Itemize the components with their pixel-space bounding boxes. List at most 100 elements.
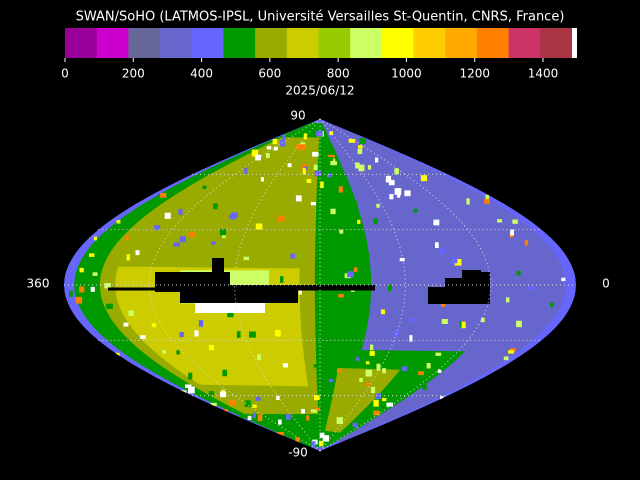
speckle: [164, 212, 171, 219]
speckle: [266, 146, 272, 150]
speckle: [315, 407, 321, 411]
colorbar-tick-label: 800: [327, 67, 350, 81]
speckle: [304, 166, 308, 170]
colorbar-segment: [318, 28, 351, 58]
speckle: [244, 400, 251, 408]
speckle: [310, 409, 317, 413]
colorbar-segment: [286, 28, 319, 58]
speckle: [306, 415, 310, 421]
speckle: [276, 395, 280, 401]
speckle: [229, 399, 236, 406]
speckle: [266, 153, 270, 159]
speckle: [93, 236, 97, 241]
speckle: [313, 164, 318, 171]
speckle: [439, 248, 446, 254]
speckle: [413, 208, 418, 213]
speckle: [385, 175, 392, 183]
speckle: [333, 161, 338, 166]
speckle: [376, 203, 380, 208]
colorbar-segment: [508, 28, 541, 58]
speckle: [310, 202, 316, 206]
speckle: [280, 276, 284, 283]
colorbar-segment: [191, 28, 224, 58]
speckle: [347, 271, 354, 278]
speckle: [277, 432, 284, 436]
colorbar-tick-label: 400: [190, 67, 213, 81]
speckle: [365, 369, 373, 377]
speckle: [251, 149, 259, 157]
speckle: [255, 154, 261, 161]
speckle: [135, 250, 140, 256]
speckle: [369, 350, 375, 356]
speckle: [249, 331, 256, 338]
speckle: [338, 186, 343, 193]
speckle: [406, 368, 411, 376]
speckle: [92, 272, 98, 276]
speckle: [461, 321, 466, 329]
speckle: [365, 361, 370, 365]
speckle: [311, 441, 316, 448]
speckle: [255, 223, 263, 230]
speckle: [356, 356, 360, 361]
speckle: [484, 198, 490, 204]
speckle: [410, 318, 417, 323]
speckle: [247, 415, 252, 421]
speckle: [287, 163, 292, 168]
lat-label-bottom: -90: [288, 446, 308, 460]
speckle: [506, 297, 510, 303]
speckle: [348, 138, 356, 143]
speckle: [126, 254, 130, 261]
speckle: [497, 219, 503, 223]
speckle: [357, 148, 363, 155]
speckle: [435, 352, 442, 356]
speckle: [516, 270, 521, 276]
speckle: [188, 372, 193, 380]
date: 2025/06/12: [285, 84, 354, 98]
speckle: [229, 214, 236, 220]
speckle: [116, 220, 121, 224]
speckle: [356, 333, 361, 341]
speckle: [194, 330, 199, 337]
speckle: [315, 130, 323, 137]
speckle: [288, 424, 294, 430]
speckle: [322, 435, 330, 442]
speckle: [179, 236, 186, 243]
speckle: [123, 322, 129, 327]
speckle: [352, 422, 358, 429]
speckle: [508, 350, 515, 354]
speckle: [255, 396, 261, 401]
speckle: [89, 253, 95, 257]
speckle: [295, 437, 300, 443]
colorbar: 0 200 400 600 800 1000 1200 1400: [61, 28, 577, 81]
speckle: [381, 309, 386, 315]
speckle: [358, 164, 365, 172]
speckle: [314, 395, 320, 401]
colorbar-segment: [223, 28, 256, 58]
speckle: [295, 195, 302, 202]
speckle: [510, 348, 516, 352]
speckle: [202, 185, 207, 189]
speckle: [353, 201, 358, 206]
speckle: [301, 408, 305, 414]
speckle: [435, 242, 439, 249]
speckle: [375, 157, 379, 163]
speckle: [273, 146, 278, 151]
speckle: [278, 419, 282, 425]
speckle: [366, 382, 371, 386]
speckle: [404, 190, 411, 197]
speckle: [437, 369, 442, 373]
speckle: [359, 377, 363, 383]
speckle: [373, 399, 379, 407]
speckle: [257, 354, 262, 361]
speckle: [370, 386, 376, 393]
speckle: [128, 310, 134, 316]
speckle: [303, 133, 307, 140]
speckle: [140, 335, 146, 339]
colorbar-segment: [65, 28, 98, 58]
speckle: [373, 410, 380, 416]
lon-label-right: 0: [602, 277, 610, 291]
colorbar-segment: [540, 28, 573, 58]
speckle: [257, 414, 263, 422]
speckle: [326, 156, 333, 161]
speckle: [481, 317, 485, 323]
